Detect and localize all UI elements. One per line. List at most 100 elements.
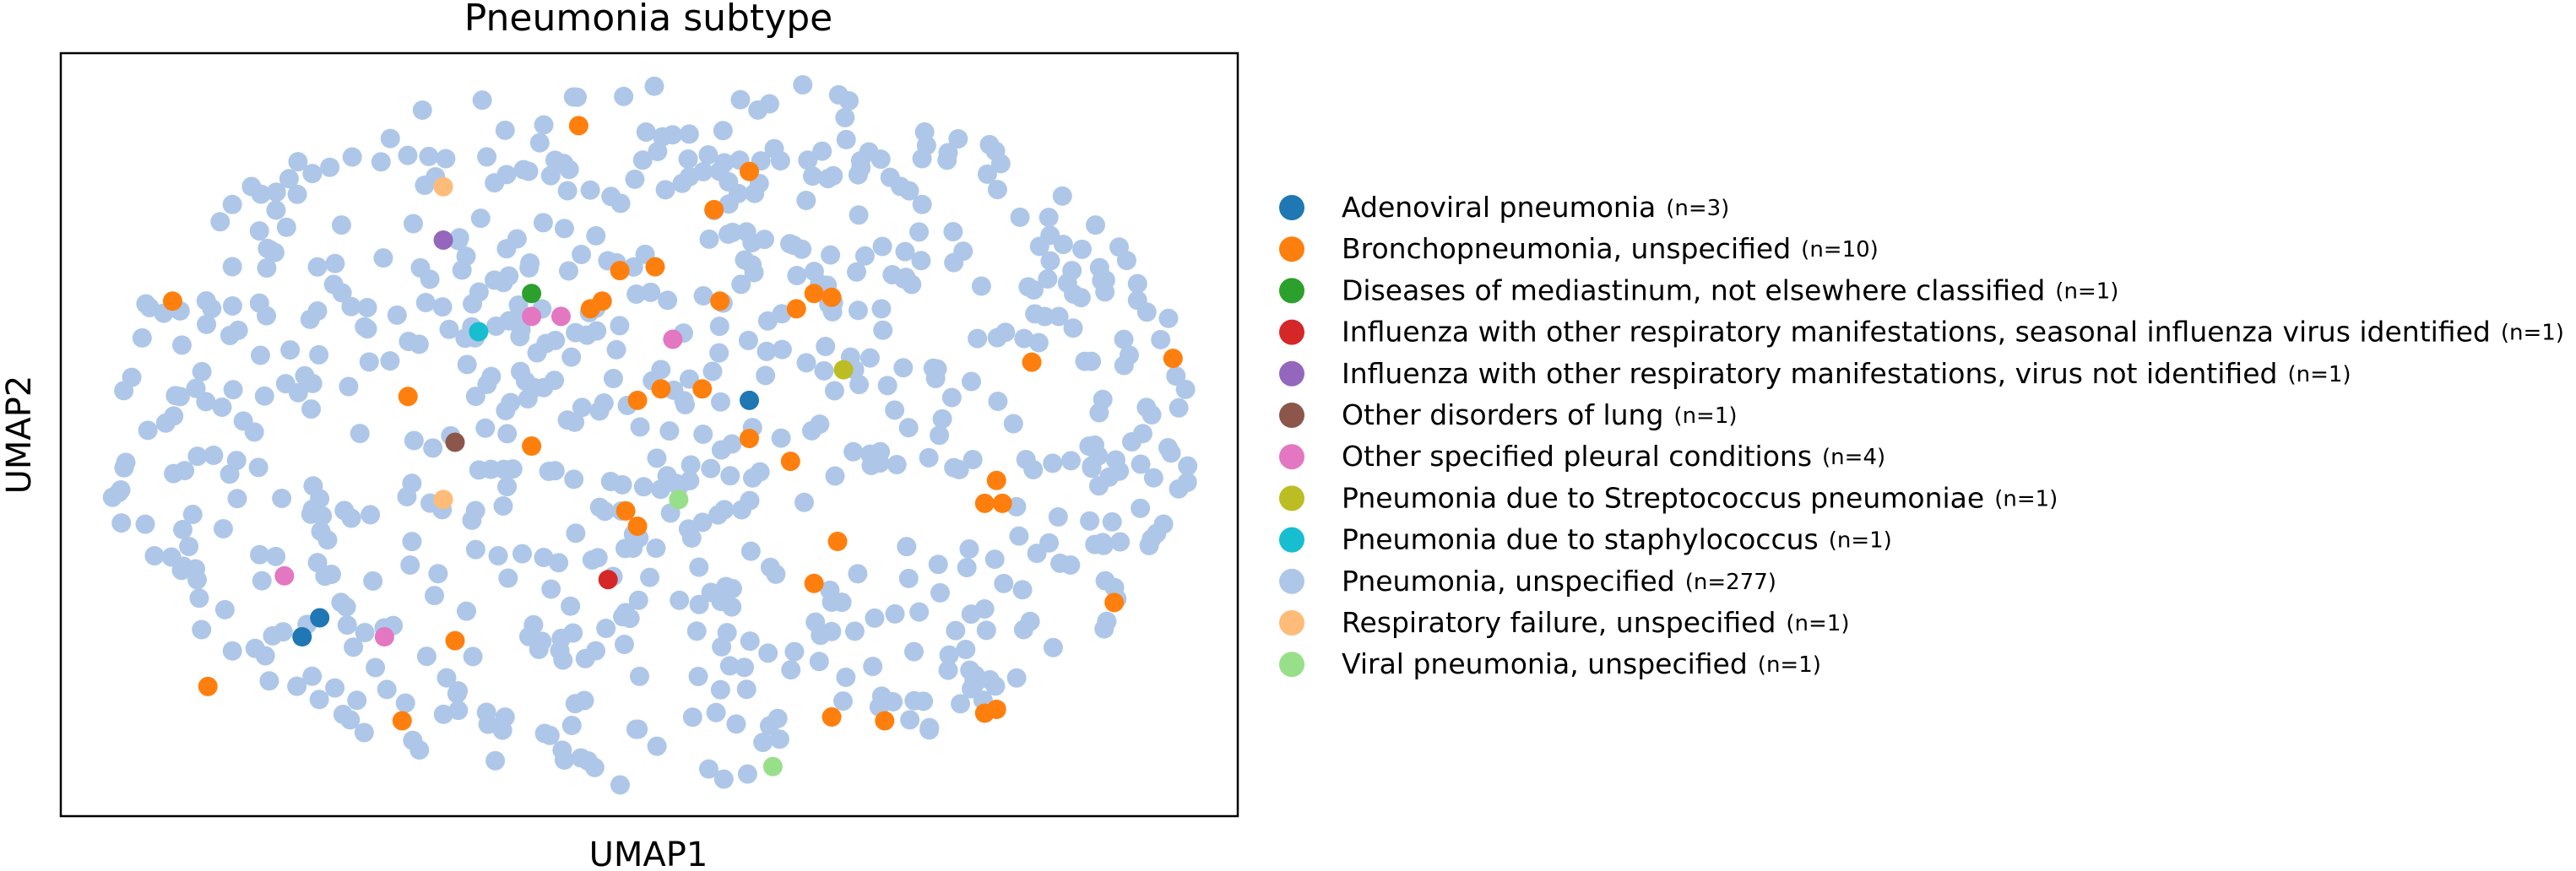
scatter-point xyxy=(196,290,216,311)
scatter-point xyxy=(1043,453,1063,473)
scatter-point xyxy=(189,588,209,609)
scatter-point xyxy=(499,311,519,331)
scatter-point xyxy=(919,447,939,468)
scatter-point xyxy=(847,262,867,282)
scatter-point xyxy=(771,428,791,448)
scatter-point xyxy=(109,482,129,502)
legend-label: Pneumonia, unspecified xyxy=(1342,565,1675,598)
scatter-point xyxy=(731,500,751,520)
scatter-point xyxy=(325,253,345,273)
scatter-point xyxy=(786,299,806,319)
scatter-point xyxy=(472,90,492,111)
scatter-point xyxy=(616,603,636,623)
scatter-point xyxy=(1109,237,1129,257)
scatter-point xyxy=(280,340,301,360)
scatter-point xyxy=(122,367,142,387)
scatter-point xyxy=(303,476,323,496)
scatter-point xyxy=(309,690,329,710)
scatter-point xyxy=(722,597,742,617)
scatter-point xyxy=(962,679,982,699)
scatter-point xyxy=(395,693,415,713)
scatter-point xyxy=(533,213,553,233)
scatter-point xyxy=(1085,215,1105,235)
scatter-point xyxy=(1143,468,1163,488)
scatter-point xyxy=(678,149,698,169)
scatter-point xyxy=(276,217,296,237)
scatter-point xyxy=(1178,456,1198,476)
scatter-point xyxy=(254,386,274,406)
scatter-point xyxy=(377,679,397,700)
scatter-point xyxy=(909,222,930,242)
scatter-point xyxy=(596,619,616,639)
scatter-point xyxy=(363,571,383,591)
scatter-point xyxy=(873,320,893,340)
scatter-point xyxy=(688,666,708,686)
scatter-point xyxy=(824,381,844,401)
scatter-point xyxy=(448,701,469,721)
scatter-point xyxy=(740,541,761,561)
scatter-point xyxy=(412,100,432,121)
scatter-point xyxy=(963,450,983,470)
scatter-point xyxy=(1093,389,1113,409)
scatter-point xyxy=(428,564,448,584)
scatter-point xyxy=(736,679,757,700)
legend-marker xyxy=(1279,568,1304,594)
scatter-point xyxy=(1012,580,1033,600)
scatter-point xyxy=(948,128,968,149)
scatter-point xyxy=(1093,535,1114,555)
scatter-point xyxy=(586,641,606,661)
scatter-point xyxy=(186,378,206,398)
scatter-point xyxy=(371,152,391,172)
scatter-point xyxy=(187,446,208,467)
scatter-point xyxy=(865,608,885,628)
scatter-point xyxy=(822,621,842,641)
scatter-point xyxy=(433,490,453,510)
scatter-point xyxy=(822,287,842,307)
scatter-point xyxy=(1072,239,1093,259)
scatter-point xyxy=(848,564,868,584)
scatter-point xyxy=(339,376,359,397)
scatter-point xyxy=(469,322,489,342)
scatter-point xyxy=(554,219,574,239)
scatter-point xyxy=(669,490,689,510)
scatter-point xyxy=(781,660,801,680)
scatter-point xyxy=(919,720,940,740)
scatter-point xyxy=(132,327,152,348)
scatter-point xyxy=(347,690,367,711)
scatter-point xyxy=(844,621,865,641)
scatter-point xyxy=(463,646,483,667)
scatter-point xyxy=(373,248,393,268)
scatter-point xyxy=(594,501,615,522)
scatter-point xyxy=(1136,302,1157,322)
scatter-point xyxy=(331,215,351,235)
scatter-point xyxy=(814,360,834,381)
scatter-point xyxy=(1022,352,1042,372)
scatter-point xyxy=(885,400,905,420)
scatter-point xyxy=(288,382,308,403)
scatter-point xyxy=(1025,304,1045,324)
scatter-point xyxy=(545,371,565,391)
scatter-point xyxy=(342,147,362,167)
scatter-point xyxy=(465,387,485,407)
scatter-point xyxy=(651,379,671,399)
scatter-point xyxy=(197,314,217,334)
scatter-point xyxy=(1006,668,1027,688)
scatter-point xyxy=(647,736,667,756)
scatter-point xyxy=(436,149,456,169)
scatter-point xyxy=(787,266,807,286)
scatter-point xyxy=(893,358,914,378)
scatter-point xyxy=(614,86,634,106)
scatter-point xyxy=(779,234,800,254)
scatter-point xyxy=(712,636,732,657)
scatter-point xyxy=(415,292,436,312)
scatter-point xyxy=(561,715,582,735)
scatter-point xyxy=(485,750,506,771)
scatter-point xyxy=(943,222,963,242)
highlight-points xyxy=(162,116,1183,776)
scatter-point xyxy=(627,516,648,536)
scatter-point xyxy=(572,398,592,418)
scatter-point xyxy=(423,438,443,458)
scatter-point xyxy=(312,506,333,526)
scatter-point xyxy=(951,694,971,714)
